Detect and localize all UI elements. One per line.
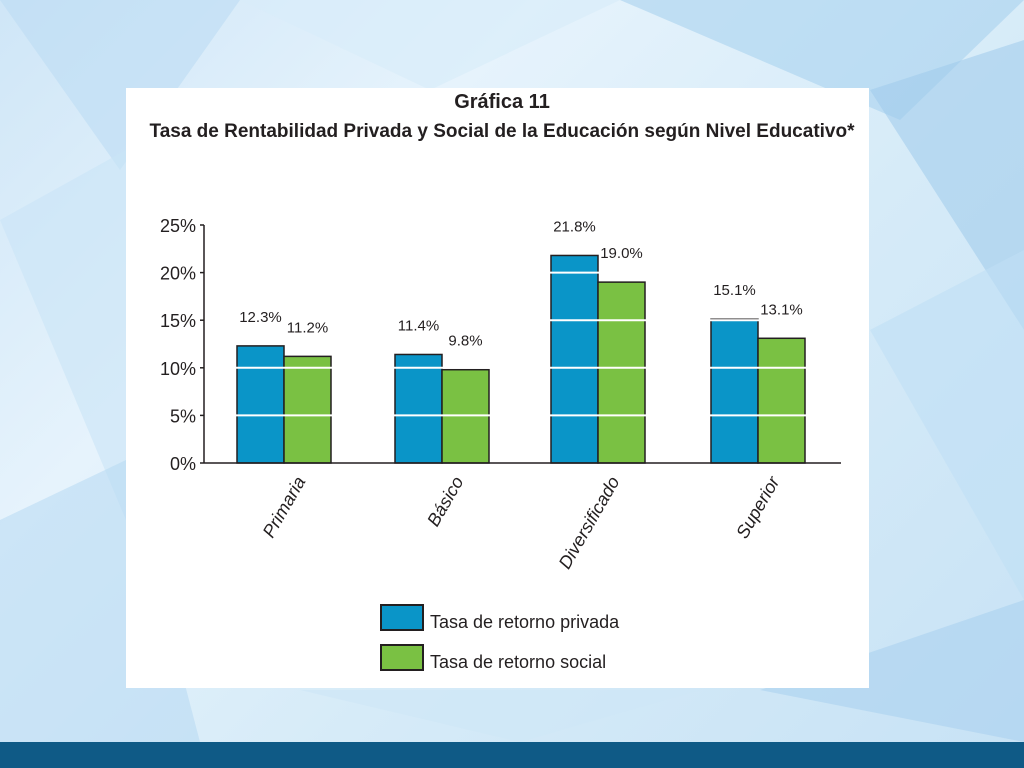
legend-swatch-private bbox=[380, 604, 424, 631]
y-tick-label: 10% bbox=[160, 359, 196, 379]
chart-title: Gráfica 11 bbox=[454, 91, 550, 113]
data-label: 13.1% bbox=[760, 301, 803, 318]
data-label: 11.4% bbox=[398, 317, 439, 334]
x-axis: Primaria Básico Diversificado Superior bbox=[204, 462, 841, 572]
bar-social bbox=[597, 281, 646, 464]
x-tick-label: Superior bbox=[732, 472, 784, 542]
x-tick-label: Básico bbox=[423, 473, 467, 530]
bar-private bbox=[236, 345, 285, 464]
data-label: 9.8% bbox=[448, 333, 482, 350]
y-tick-label: 0% bbox=[170, 454, 196, 474]
y-tick-label: 20% bbox=[160, 264, 196, 284]
y-axis: 0% 5% 10% 15% 20% 25% bbox=[160, 216, 205, 474]
data-label: 15.1% bbox=[713, 282, 756, 299]
y-tick-label: 5% bbox=[170, 406, 196, 426]
data-label: 12.3% bbox=[239, 309, 282, 326]
legend-label-private: Tasa de retorno privada bbox=[430, 612, 620, 632]
data-labels: 12.3% 11.4% 21.8% 15.1% 11.2% 9.8% 19.0% 13.1% bbox=[239, 218, 803, 349]
bar-social bbox=[757, 337, 806, 464]
legend: Tasa de retorno privada Tasa de retorno … bbox=[380, 604, 620, 672]
bar-social bbox=[283, 355, 332, 464]
data-label: 19.0% bbox=[600, 245, 643, 262]
legend-swatch-social bbox=[380, 644, 424, 671]
chart-subtitle: Tasa de Rentabilidad Privada y Social de… bbox=[150, 121, 856, 142]
bar-private bbox=[710, 318, 759, 464]
bar-private bbox=[550, 254, 599, 464]
data-label: 21.8% bbox=[553, 218, 596, 235]
footer-band bbox=[0, 742, 1024, 768]
bar-private bbox=[394, 353, 443, 464]
legend-label-social: Tasa de retorno social bbox=[430, 652, 606, 672]
y-tick-label: 15% bbox=[160, 311, 196, 331]
data-label: 11.2% bbox=[287, 319, 328, 336]
y-tick-label: 25% bbox=[160, 216, 196, 236]
gridlines bbox=[205, 271, 841, 417]
x-tick-label: Diversificado bbox=[555, 473, 624, 572]
bar-chart: Gráfica 11 Tasa de Rentabilidad Privada … bbox=[150, 91, 856, 672]
x-tick-label: Primaria bbox=[259, 473, 310, 541]
chart-card: Gráfica 11 Tasa de Rentabilidad Privada … bbox=[126, 88, 869, 688]
